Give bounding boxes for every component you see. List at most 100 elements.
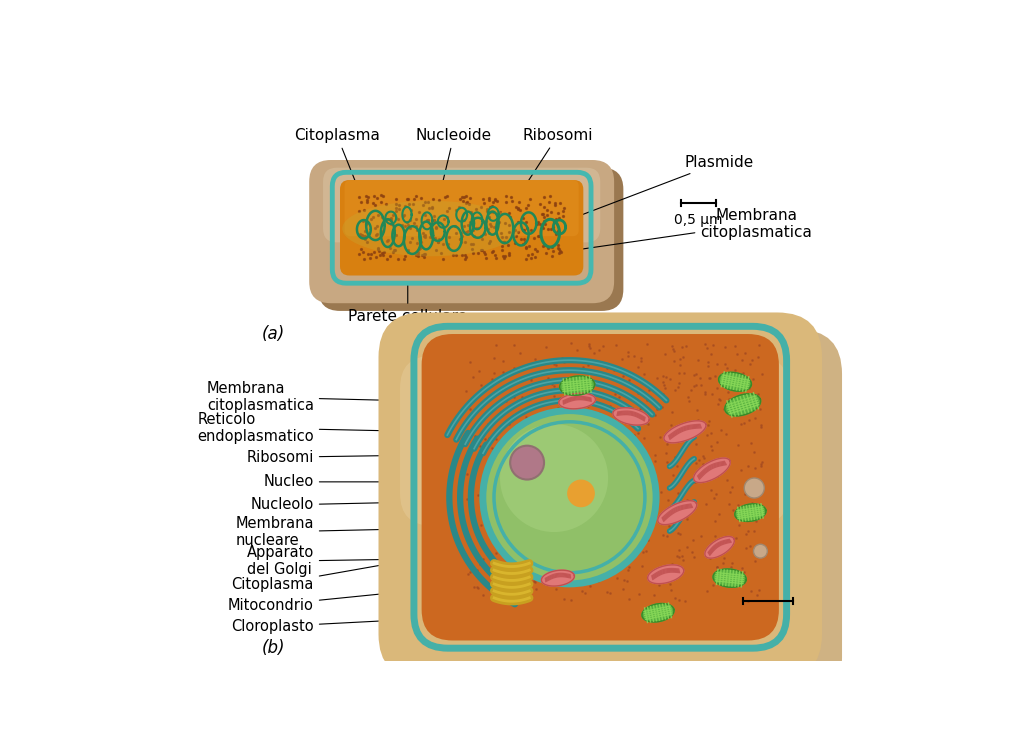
Point [735, 576, 752, 588]
Point [401, 236, 418, 247]
Point [731, 519, 748, 531]
Point [642, 511, 658, 523]
Point [453, 227, 469, 239]
Point [501, 531, 517, 542]
Point [484, 206, 501, 218]
Point [350, 205, 367, 217]
Point [580, 415, 596, 427]
Point [509, 462, 525, 474]
Point [505, 594, 521, 606]
Point [426, 215, 442, 227]
Point [622, 377, 638, 389]
Point [358, 190, 375, 202]
Point [657, 371, 674, 383]
Point [595, 391, 611, 403]
Point [536, 528, 552, 539]
Point [420, 196, 436, 208]
Point [627, 350, 643, 362]
Point [501, 418, 517, 429]
Point [456, 195, 472, 207]
Point [480, 420, 497, 432]
Point [382, 212, 398, 224]
Point [685, 380, 701, 392]
Point [607, 554, 624, 565]
Point [456, 192, 472, 204]
Point [517, 216, 534, 228]
Point [690, 454, 707, 466]
Point [670, 551, 686, 562]
Point [360, 249, 377, 261]
Point [460, 225, 476, 237]
Point [544, 452, 560, 464]
Point [417, 248, 433, 260]
Point [507, 441, 523, 452]
Point [427, 244, 443, 256]
Point [679, 494, 695, 506]
Point [740, 395, 757, 407]
Point [618, 575, 635, 587]
Point [553, 424, 569, 435]
Polygon shape [719, 372, 752, 391]
Point [501, 218, 517, 230]
Point [721, 499, 737, 510]
Point [569, 344, 586, 356]
Point [495, 250, 511, 262]
Point [470, 247, 486, 259]
Point [396, 200, 413, 212]
Point [511, 195, 527, 207]
Point [417, 196, 433, 208]
Point [667, 385, 683, 397]
Point [397, 250, 414, 262]
Point [663, 419, 679, 431]
Point [670, 381, 686, 393]
Text: Nucleolo: Nucleolo [251, 498, 563, 513]
Point [732, 368, 749, 380]
Point [615, 574, 632, 585]
Point [486, 485, 503, 497]
Point [582, 343, 598, 354]
Point [415, 198, 431, 210]
Point [574, 407, 591, 419]
Point [608, 425, 625, 437]
Point [729, 439, 745, 451]
Point [703, 427, 720, 439]
Point [471, 365, 487, 377]
Point [412, 242, 428, 254]
Point [582, 580, 598, 591]
Point [417, 209, 433, 221]
Point [613, 476, 630, 488]
Point [569, 384, 586, 396]
Point [751, 394, 767, 406]
Point [368, 229, 384, 241]
Point [709, 561, 725, 573]
Point [495, 230, 511, 242]
Point [501, 250, 517, 262]
Point [518, 519, 535, 531]
Point [531, 516, 548, 528]
Point [477, 215, 494, 227]
Point [483, 246, 500, 258]
Point [536, 201, 552, 212]
Point [370, 242, 386, 254]
Point [556, 543, 572, 555]
Point [671, 367, 687, 379]
Point [648, 372, 665, 383]
Point [595, 526, 611, 538]
Point [438, 190, 455, 202]
Point [496, 236, 512, 248]
Point [571, 567, 588, 579]
Point [667, 591, 683, 603]
Point [657, 513, 674, 525]
Point [736, 566, 753, 578]
Point [486, 193, 503, 205]
Point [743, 585, 760, 597]
Point [696, 338, 713, 350]
Point [750, 500, 766, 512]
Point [531, 367, 548, 379]
Point [370, 210, 386, 221]
Point [495, 244, 511, 256]
Point [354, 246, 371, 258]
Point [510, 201, 526, 213]
Point [496, 371, 512, 383]
Point [472, 519, 488, 531]
